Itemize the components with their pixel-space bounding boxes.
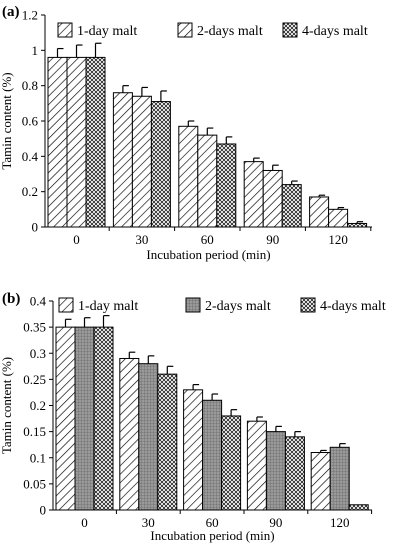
y-tick-label: 0 xyxy=(32,220,39,235)
panel-label: (b) xyxy=(2,291,20,307)
bar xyxy=(112,92,133,228)
x-tick-label: 0 xyxy=(73,232,80,247)
x-tick-label: 0 xyxy=(81,515,88,530)
bar xyxy=(66,56,87,228)
bar xyxy=(47,56,68,228)
y-tick-label: 0.4 xyxy=(30,294,47,309)
y-tick-label: 0.05 xyxy=(23,476,46,491)
bar xyxy=(265,431,286,511)
legend-swatch xyxy=(57,22,73,38)
bar xyxy=(348,504,369,511)
panel-label: (a) xyxy=(2,4,20,20)
bar xyxy=(157,373,178,511)
y-tick-label: 0 xyxy=(40,503,47,518)
bar xyxy=(119,357,140,511)
x-tick-label: 90 xyxy=(269,515,282,530)
bar xyxy=(178,125,199,228)
bar xyxy=(284,436,305,511)
y-tick-label: 0.35 xyxy=(23,320,46,335)
legend-swatch xyxy=(58,297,74,313)
y-tick-label: 0.25 xyxy=(23,372,46,387)
bar xyxy=(150,101,171,228)
y-tick-label: 1 xyxy=(32,43,39,58)
bar xyxy=(347,222,368,228)
bar xyxy=(243,161,264,228)
legend-swatch xyxy=(300,297,316,313)
y-tick-label: 1.2 xyxy=(22,8,38,23)
y-tick-label: 0.2 xyxy=(30,398,46,413)
y-tick-label: 0.2 xyxy=(22,184,38,199)
bar xyxy=(74,326,95,511)
bar xyxy=(329,446,350,511)
y-tick-label: 0.15 xyxy=(23,424,46,439)
bar xyxy=(183,389,204,511)
bar xyxy=(281,184,302,228)
x-tick-label: 60 xyxy=(206,515,219,530)
x-tick-label: 60 xyxy=(201,232,214,247)
legend-swatch xyxy=(177,22,193,38)
bar xyxy=(197,134,218,228)
bar xyxy=(93,326,114,511)
x-tick-label: 30 xyxy=(135,232,148,247)
y-tick-label: 0.1 xyxy=(30,450,46,465)
bar xyxy=(55,326,76,511)
bar xyxy=(262,169,283,228)
legend-label: 2-days malt xyxy=(205,299,271,314)
legend-label: 1-day malt xyxy=(77,24,137,39)
y-axis-title: Tamin content (%) xyxy=(0,357,14,454)
legend-label: 4-days malt xyxy=(320,299,386,314)
x-axis-title: Incubation period (min) xyxy=(150,528,274,543)
x-tick-label: 120 xyxy=(328,232,348,247)
bar xyxy=(328,208,349,228)
y-tick-label: 0.3 xyxy=(30,346,46,361)
bar xyxy=(246,420,267,511)
bar xyxy=(221,415,242,511)
x-tick-label: 30 xyxy=(142,515,155,530)
y-axis-title: Tamin content (%) xyxy=(0,72,14,169)
y-tick-label: 0.6 xyxy=(22,114,39,129)
bar xyxy=(309,196,330,228)
x-axis-title: Incubation period (min) xyxy=(146,247,270,262)
y-tick-label: 0.8 xyxy=(22,78,38,93)
x-tick-label: 120 xyxy=(330,515,350,530)
bar xyxy=(216,143,237,228)
x-tick-label: 90 xyxy=(266,232,279,247)
bar xyxy=(310,452,331,511)
legend-label: 4-days malt xyxy=(302,24,368,39)
legend-label: 1-day malt xyxy=(78,299,138,314)
legend-label: 2-days malt xyxy=(197,24,263,39)
legend-swatch xyxy=(282,22,298,38)
bar xyxy=(85,56,106,228)
bar xyxy=(202,399,223,511)
bar xyxy=(131,95,152,228)
y-tick-label: 0.4 xyxy=(22,149,39,164)
legend-swatch xyxy=(185,297,201,313)
bar xyxy=(138,363,159,511)
